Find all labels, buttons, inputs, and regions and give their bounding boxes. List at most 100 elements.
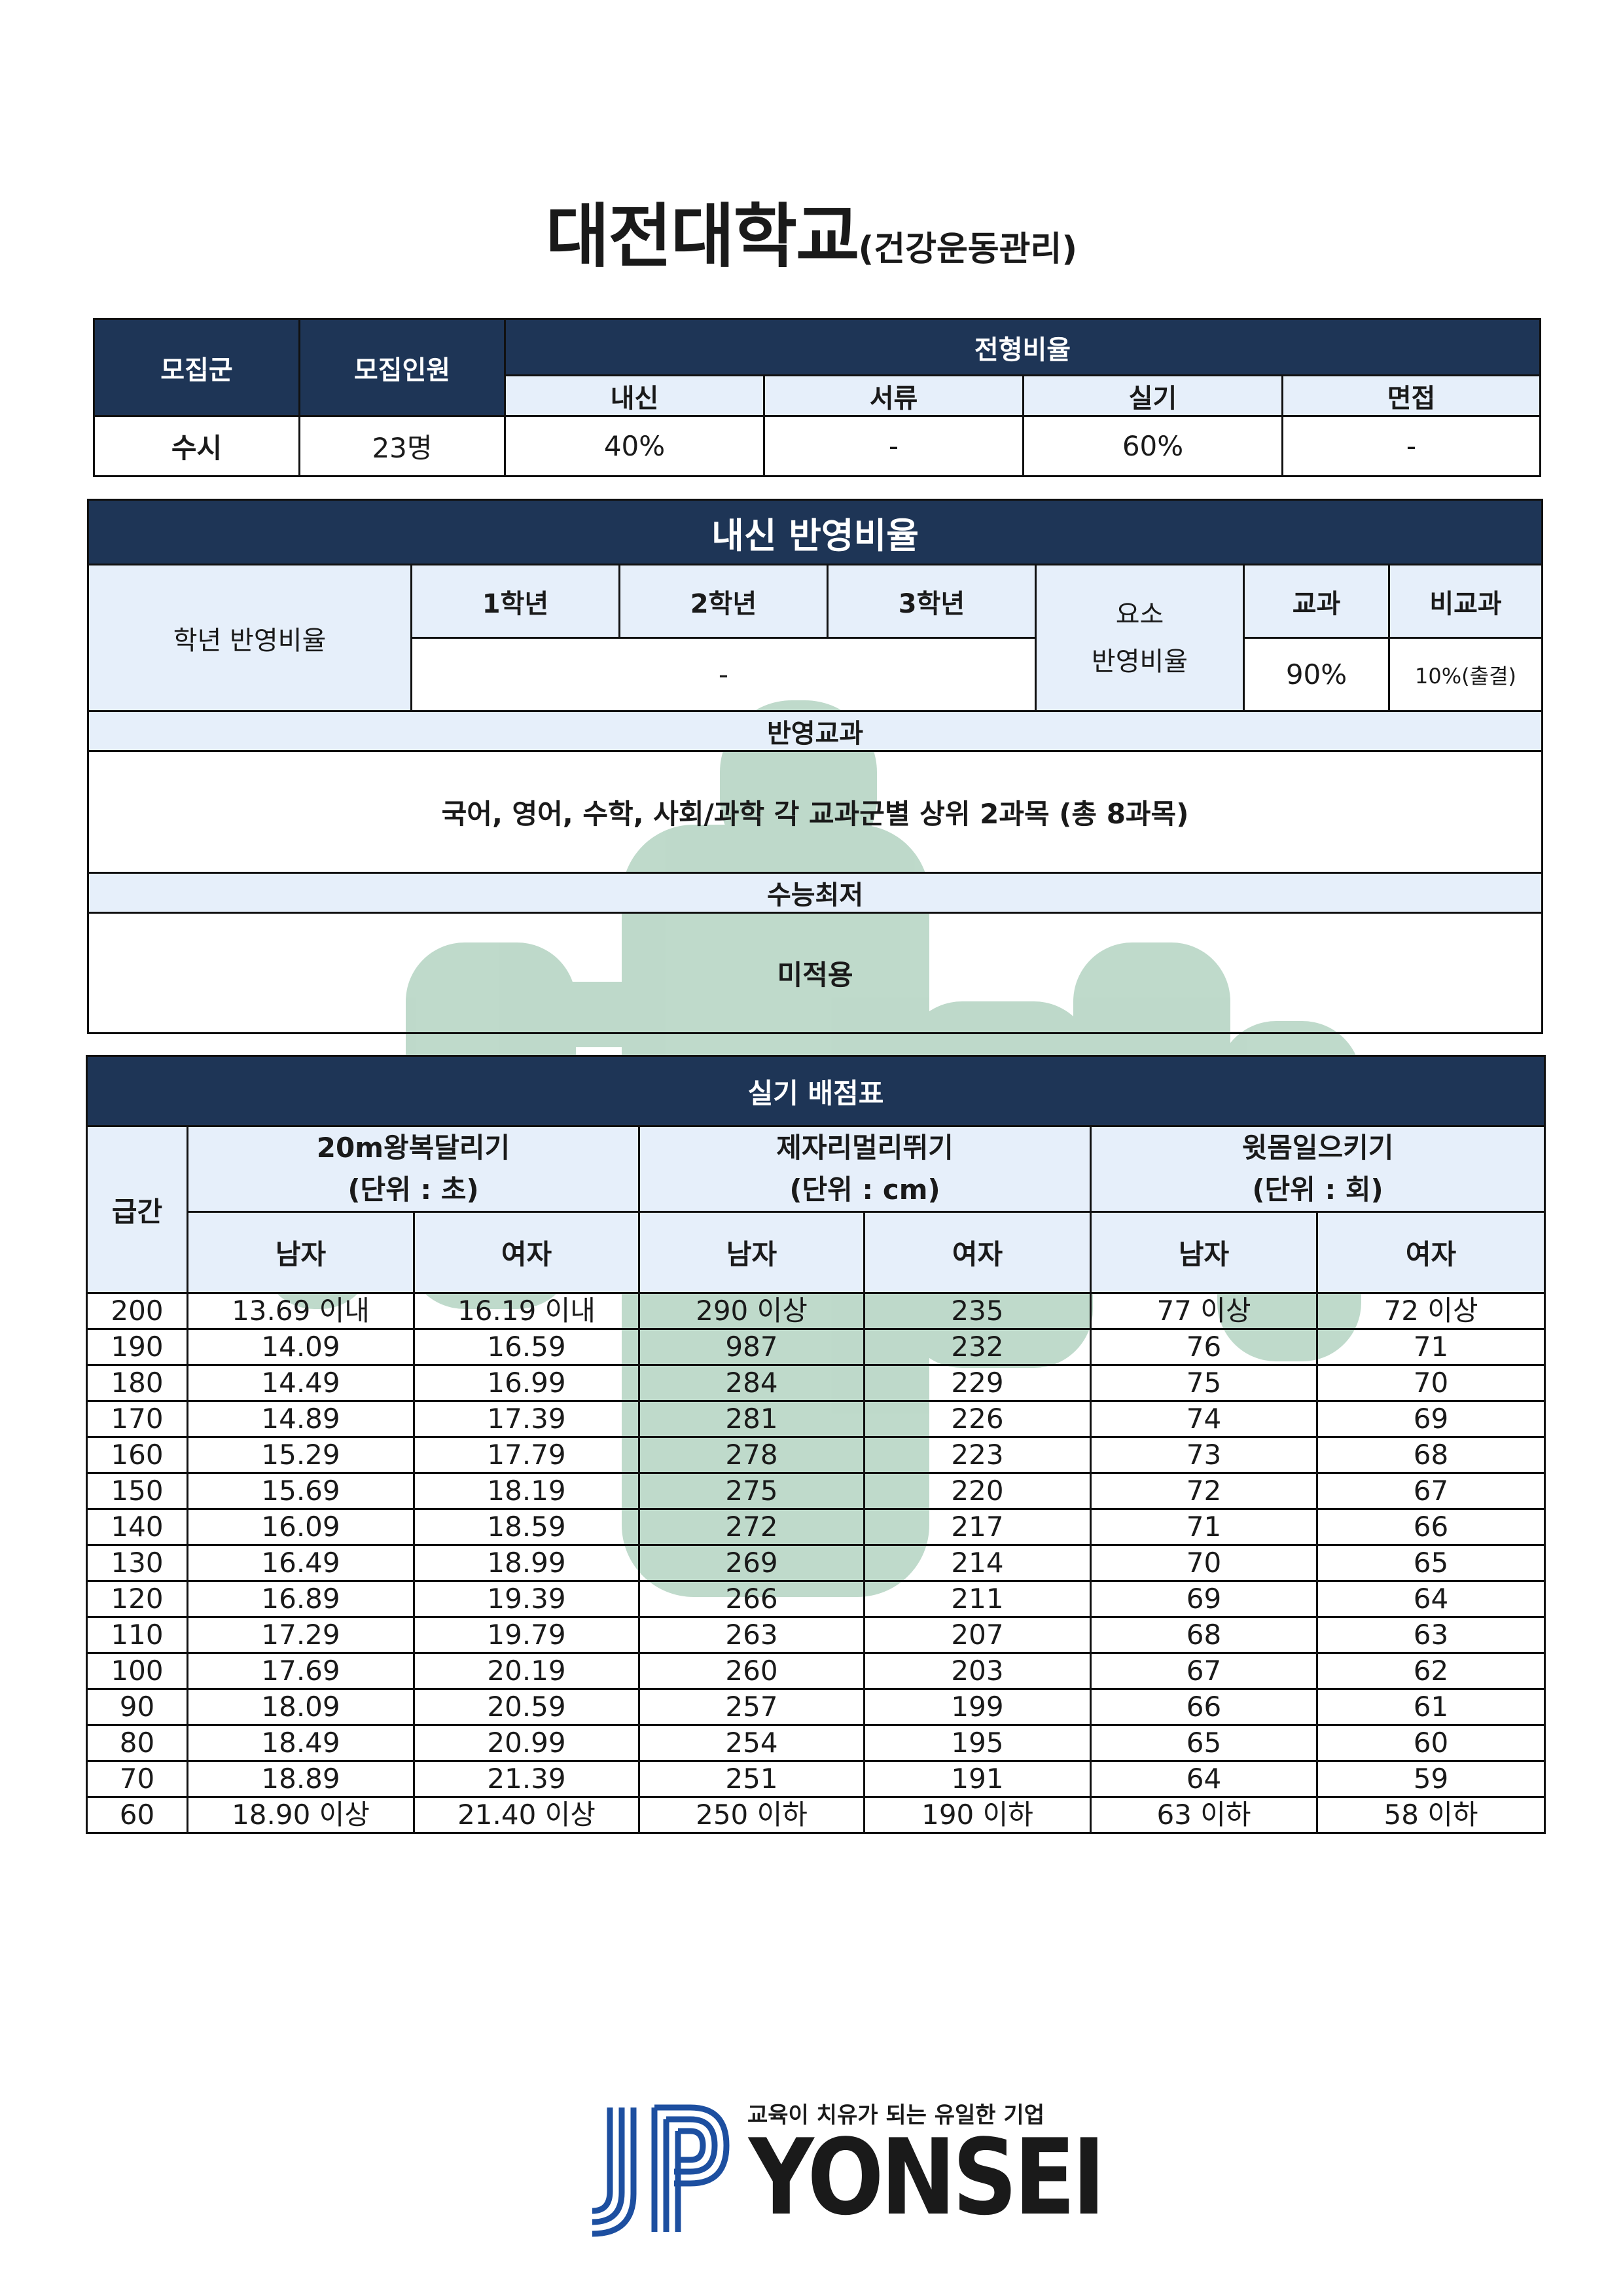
score-cell: 269 <box>638 1544 865 1582</box>
score-cell: 67 <box>1090 1652 1318 1690</box>
score-cell: 250 이하 <box>638 1796 865 1834</box>
score-row: 80 18.49 20.99 254 195 65 60 <box>86 1724 1546 1762</box>
score-cell: 18.19 <box>413 1472 640 1510</box>
score-cell: 232 <box>863 1328 1092 1366</box>
score-row: 180 14.49 16.99 284 229 75 70 <box>86 1364 1546 1402</box>
score-cell: 251 <box>638 1760 865 1798</box>
score-cell: 63 이하 <box>1090 1796 1318 1834</box>
score-cell: 65 <box>1315 1544 1546 1582</box>
score-cell: 15.69 <box>187 1472 415 1510</box>
score-cell: 195 <box>863 1724 1092 1762</box>
score-cell: 275 <box>638 1472 865 1510</box>
score-cell: 65 <box>1090 1724 1318 1762</box>
recruit-count-value: 23명 <box>298 415 506 477</box>
score-cell: 266 <box>638 1580 865 1618</box>
score-cell: 17.29 <box>187 1616 415 1654</box>
event-long-jump-header: 제자리멀리뛰기 (단위 : cm) <box>638 1125 1092 1213</box>
event-situps-header: 윗몸일으키기 (단위 : 회) <box>1089 1125 1546 1213</box>
score-cell: 260 <box>638 1652 865 1690</box>
score-cell: 284 <box>638 1364 865 1402</box>
score-cell: 190 이하 <box>863 1796 1092 1834</box>
element-ratio-label: 요소 반영비율 <box>1035 564 1245 712</box>
score-row: 120 16.89 19.39 266 211 69 64 <box>86 1580 1546 1618</box>
score-cell: 16.09 <box>187 1508 415 1546</box>
score-cell: 64 <box>1090 1760 1318 1798</box>
score-cell: 263 <box>638 1616 865 1654</box>
score-cell: 75 <box>1090 1364 1318 1402</box>
score-row: 60 18.90 이상 21.40 이상 250 이하 190 이하 63 이하 58 이하 <box>86 1796 1546 1834</box>
score-cell: 77 이상 <box>1090 1292 1318 1330</box>
recruit-group-value: 수시 <box>93 415 300 477</box>
score-cell: 58 이하 <box>1315 1796 1546 1834</box>
score-cell: 66 <box>1315 1508 1546 1546</box>
event-shuttle-run-header: 20m왕복달리기 (단위 : 초) <box>187 1125 640 1213</box>
jp-logo-icon <box>592 2104 730 2237</box>
score-cell: 72 <box>1090 1472 1318 1510</box>
recruit-count-header: 모집인원 <box>298 318 506 417</box>
score-cell: 62 <box>1315 1652 1546 1690</box>
university-name: 대전대학교 <box>545 196 860 277</box>
score-cell: 18.90 이상 <box>187 1796 415 1834</box>
score-grade-cell: 60 <box>86 1796 188 1834</box>
score-cell: 69 <box>1315 1400 1546 1438</box>
score-cell: 67 <box>1315 1472 1546 1510</box>
score-cell: 278 <box>638 1436 865 1474</box>
score-cell: 70 <box>1315 1364 1546 1402</box>
score-cell: 14.09 <box>187 1328 415 1366</box>
score-grade-cell: 130 <box>86 1544 188 1582</box>
score-cell: 74 <box>1090 1400 1318 1438</box>
score-cell: 68 <box>1090 1616 1318 1654</box>
score-cell: 63 <box>1315 1616 1546 1654</box>
score-cell: 18.89 <box>187 1760 415 1798</box>
score-cell: 281 <box>638 1400 865 1438</box>
score-grade-cell: 140 <box>86 1508 188 1546</box>
score-grade-cell: 180 <box>86 1364 188 1402</box>
gender-female-header: 여자 <box>413 1211 640 1294</box>
score-cell: 16.99 <box>413 1364 640 1402</box>
score-row: 160 15.29 17.79 278 223 73 68 <box>86 1436 1546 1474</box>
score-cell: 257 <box>638 1688 865 1726</box>
department-name: (건강운동관리) <box>858 230 1078 269</box>
score-cell: 18.09 <box>187 1688 415 1726</box>
score-cell: 70 <box>1090 1544 1318 1582</box>
grade-ratio-value: - <box>410 637 1037 712</box>
logo-tagline: 교육이 치유가 되는 유일한 기업 <box>747 2102 1044 2128</box>
gender-female-header: 여자 <box>863 1211 1092 1294</box>
score-cell: 290 이상 <box>638 1292 865 1330</box>
score-cell: 71 <box>1315 1328 1546 1366</box>
score-cell: 229 <box>863 1364 1092 1402</box>
score-cell: 16.49 <box>187 1544 415 1582</box>
naesin-section-title: 내신 반영비율 <box>86 499 1544 565</box>
score-cell: 211 <box>863 1580 1092 1618</box>
score-grade-cell: 200 <box>86 1292 188 1330</box>
score-cell: 61 <box>1315 1688 1546 1726</box>
jp-yonsei-logo: 교육이 치유가 되는 유일한 기업 YONSEI <box>576 2094 1105 2245</box>
grade-2-header: 2학년 <box>618 564 829 639</box>
score-cell: 191 <box>863 1760 1092 1798</box>
score-cell: 235 <box>863 1292 1092 1330</box>
selection-ratio-header: 전형비율 <box>503 318 1542 376</box>
score-row: 100 17.69 20.19 260 203 67 62 <box>86 1652 1546 1690</box>
score-grade-cell: 160 <box>86 1436 188 1474</box>
element-subject-value: 90% <box>1243 637 1390 712</box>
element-label-line1: 요소 <box>1115 599 1164 630</box>
element-subject-header: 교과 <box>1243 564 1390 639</box>
score-cell: 217 <box>863 1508 1092 1546</box>
score-cell: 76 <box>1090 1328 1318 1366</box>
recruit-group-header: 모집군 <box>93 318 300 417</box>
score-row: 140 16.09 18.59 272 217 71 66 <box>86 1508 1546 1546</box>
score-cell: 16.59 <box>413 1328 640 1366</box>
ratio-col-practical: 실기 <box>1022 374 1283 417</box>
score-row: 150 15.69 18.19 275 220 72 67 <box>86 1472 1546 1510</box>
score-cell: 20.59 <box>413 1688 640 1726</box>
score-cell: 220 <box>863 1472 1092 1510</box>
ratio-documents-value: - <box>763 415 1024 477</box>
score-grade-cell: 110 <box>86 1616 188 1654</box>
score-cell: 17.79 <box>413 1436 640 1474</box>
score-grade-cell: 150 <box>86 1472 188 1510</box>
score-grade-cell: 90 <box>86 1688 188 1726</box>
score-cell: 19.39 <box>413 1580 640 1618</box>
grade-1-header: 1학년 <box>410 564 620 639</box>
score-cell: 17.39 <box>413 1400 640 1438</box>
score-cell: 68 <box>1315 1436 1546 1474</box>
